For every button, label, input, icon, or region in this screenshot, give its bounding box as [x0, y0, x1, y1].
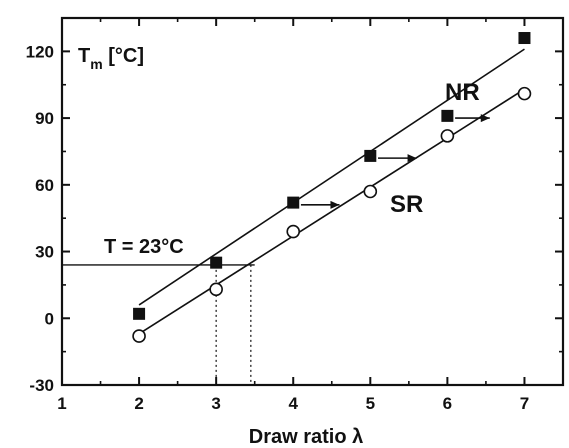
marker-sr: [209, 282, 223, 297]
series-label-sr: SR: [390, 191, 423, 218]
plot-frame: [60, 16, 565, 387]
x-tick-label: 4: [288, 394, 298, 413]
reference-lines: [62, 264, 255, 385]
plot-border: [60, 16, 565, 387]
y-tick-label: 30: [35, 243, 54, 262]
marker-nr: [518, 32, 531, 45]
data-markers: [132, 32, 532, 343]
fit-line-sr: [138, 88, 525, 335]
y-tick-label: 90: [35, 109, 54, 128]
x-tick-label: 5: [366, 394, 375, 413]
x-tick-label: 6: [443, 394, 452, 413]
shift-arrows: [300, 114, 490, 209]
y-axis-title: Tm [°C]: [78, 45, 144, 72]
arrow-head: [480, 114, 490, 123]
arrow-head: [330, 200, 340, 209]
x-axis: 1 2 3 4 5 6 7: [57, 18, 529, 413]
marker-nr: [133, 307, 146, 320]
x-tick-label: 1: [57, 394, 66, 413]
marker-nr: [287, 196, 300, 209]
marker-nr: [364, 149, 377, 162]
y-tick-label: -30: [29, 376, 54, 395]
series-label-nr: NR: [445, 79, 480, 106]
arrow-head: [407, 154, 417, 163]
x-tick-label: 2: [134, 394, 143, 413]
marker-sr: [286, 224, 301, 239]
marker-sr: [363, 184, 378, 199]
marker-sr: [440, 129, 455, 143]
y-axis: -30 0 30 60 90 120: [26, 42, 563, 395]
y-tick-label: 120: [26, 42, 54, 61]
x-axis-title: Draw ratio λ: [249, 426, 363, 448]
y-tick-label: 60: [35, 176, 54, 195]
fit-line-nr: [138, 48, 525, 306]
marker-nr: [210, 256, 223, 269]
marker-sr: [517, 86, 532, 101]
y-tick-label: 0: [45, 309, 54, 328]
marker-nr: [441, 109, 454, 122]
x-tick-label: 3: [211, 394, 220, 413]
fit-lines: [138, 48, 525, 335]
marker-sr: [132, 329, 146, 343]
x-tick-label: 7: [520, 394, 529, 413]
temperature-annotation: T = 23°C: [104, 236, 184, 258]
